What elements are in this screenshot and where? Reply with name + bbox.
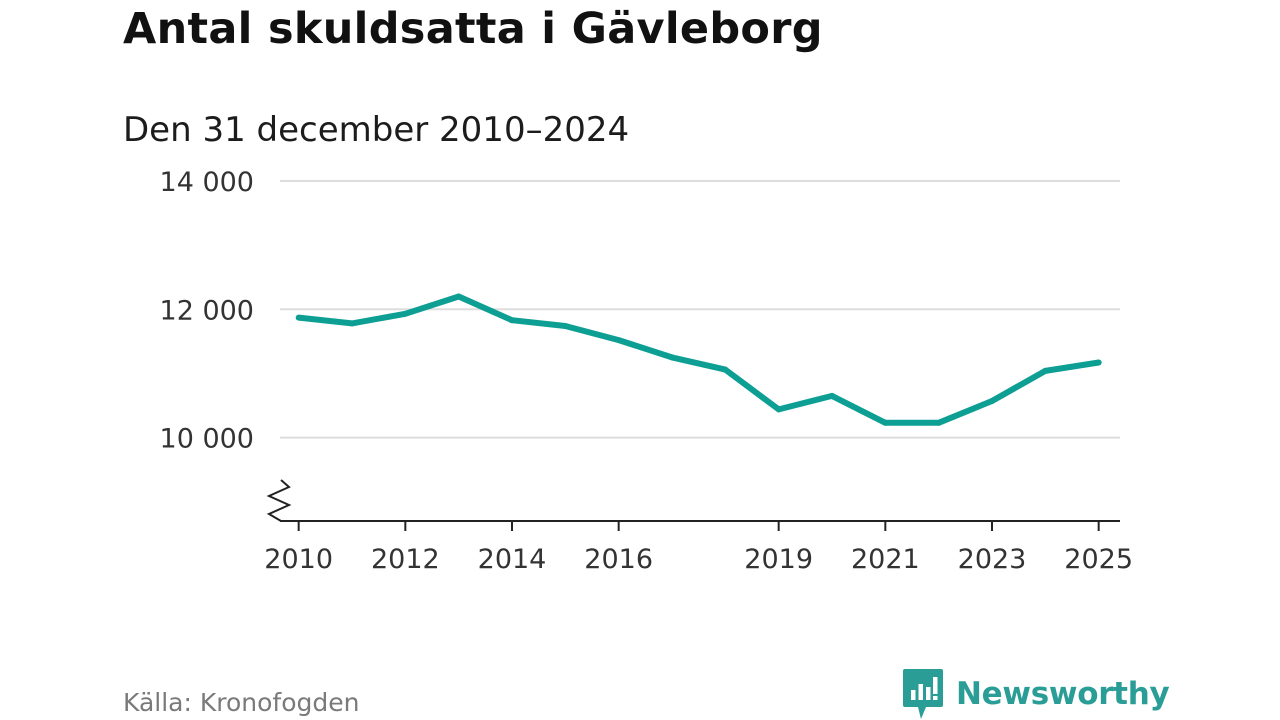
data-point-2014 (509, 317, 515, 324)
logo-wordmark: Newsworthy (956, 676, 1170, 712)
x-tick-label: 2023 (958, 544, 1027, 575)
y-tick-label: 12 000 (160, 295, 254, 326)
data-point-2013 (455, 293, 462, 300)
source-note: Källa: Kronofogden (123, 688, 360, 717)
data-point-2019 (775, 406, 782, 413)
data-point-2010 (295, 314, 302, 321)
y-tick-labels: 10 000 12 000 14 000 (160, 167, 254, 455)
chart-subtitle: Den 31 december 2010–2024 (123, 110, 630, 150)
data-point-2022 (935, 419, 942, 426)
data-point-2012 (402, 310, 409, 317)
data-point-2011 (349, 320, 355, 327)
data-point-2020 (829, 392, 835, 399)
x-tick-label: 2010 (264, 544, 333, 575)
x-tick-label: 2021 (851, 544, 920, 575)
data-point-2017 (669, 354, 675, 361)
x-tick-label: 2014 (478, 544, 547, 575)
y-tick-label: 10 000 (160, 424, 254, 455)
axis-break-icon (266, 479, 292, 522)
x-tick-labels: 2010 2012 2014 2016 2019 2021 2023 2025 (264, 544, 1133, 575)
x-tick-label: 2012 (371, 544, 440, 575)
data-point-2015 (562, 323, 569, 329)
series-line-0 (298, 293, 1100, 426)
x-tick-label: 2019 (744, 544, 813, 575)
chart-title: Antal skuldsatta i Gävleborg (123, 4, 823, 54)
x-tick-label: 2025 (1064, 544, 1133, 575)
series-layer (295, 293, 1102, 426)
data-point-2023 (989, 398, 995, 404)
data-point-2025 (1095, 359, 1102, 366)
x-tick-label: 2016 (584, 544, 653, 575)
data-point-2018 (722, 366, 729, 373)
data-point-2016 (615, 337, 622, 344)
newsworthy-logo-icon (903, 669, 943, 719)
newsworthy-logo: Newsworthy (902, 668, 1170, 720)
data-point-2021 (882, 419, 889, 426)
x-axis (266, 479, 1120, 531)
y-tick-label: 14 000 (160, 167, 254, 198)
data-point-2024 (1042, 367, 1049, 374)
